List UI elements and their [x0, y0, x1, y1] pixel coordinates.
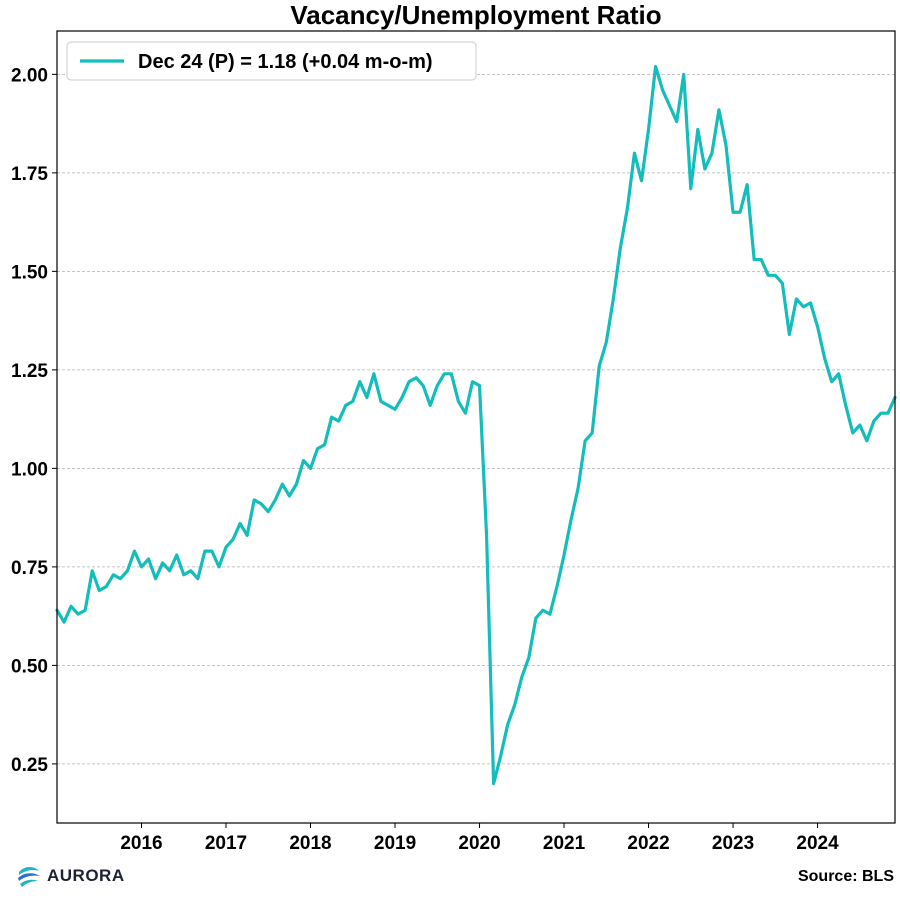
aurora-logo: AURORA — [16, 862, 125, 890]
x-tick-label: 2024 — [796, 833, 839, 854]
y-tick-label: 1.25 — [11, 361, 48, 382]
x-tick-label: 2016 — [120, 833, 162, 854]
x-tick-label: 2018 — [289, 833, 331, 854]
legend: Dec 24 (P) = 1.18 (+0.04 m-o-m) — [66, 41, 477, 81]
aurora-logo-icon — [18, 867, 40, 887]
chart-title: Vacancy/Unemployment Ratio — [290, 0, 662, 30]
x-tick-label: 2017 — [205, 833, 247, 854]
legend-box — [66, 41, 477, 81]
aurora-logo-text: AURORA — [47, 866, 125, 885]
y-axis: 0.25 0.50 0.75 1.00 1.25 1.50 1.75 2.00 — [11, 65, 57, 776]
x-tick-label: 2022 — [627, 833, 669, 854]
grid-lines — [57, 73, 895, 765]
x-tick-label: 2023 — [712, 833, 754, 854]
chart-plot: 0.250.500.751.001.251.501.752.00 2016 201… — [11, 30, 897, 854]
y-tick-label: 0.25 — [11, 755, 48, 776]
legend-label: Dec 24 (P) = 1.18 (+0.04 m-o-m) — [138, 51, 433, 73]
y-tick-label: 2.00 — [11, 65, 48, 86]
series-layer — [55, 64, 897, 786]
plot-frame — [56, 30, 896, 824]
x-tick-label: 2021 — [543, 833, 586, 854]
series-line — [55, 64, 897, 786]
y-tick-label: 1.50 — [11, 262, 48, 283]
y-tick-label: 0.50 — [11, 656, 48, 677]
x-tick-label: 2020 — [458, 833, 500, 854]
y-tick-label: 1.00 — [11, 459, 48, 480]
source-label: Source: BLS — [797, 868, 894, 885]
x-tick-label: 2019 — [374, 833, 416, 854]
x-axis: 2016 2017 2018 2019 2020 2021 2022 2023 2024 — [120, 823, 839, 854]
y-tick-label: 1.75 — [11, 164, 48, 185]
y-tick-label: 0.75 — [11, 558, 48, 579]
